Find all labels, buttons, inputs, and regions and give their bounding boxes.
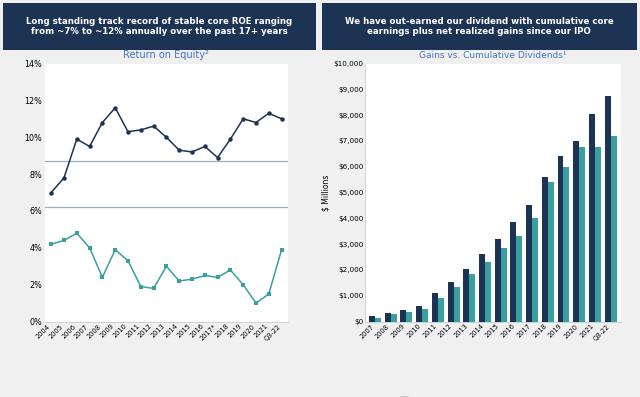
Bar	[510, 222, 516, 322]
Bar	[479, 254, 485, 322]
Bar	[416, 306, 422, 322]
Bar	[573, 141, 579, 322]
Bar	[548, 182, 554, 322]
Bar	[516, 237, 522, 322]
Bar	[463, 269, 469, 322]
Bar	[532, 218, 538, 322]
Bar	[589, 114, 595, 322]
Bar	[611, 136, 616, 322]
Title: Consistent Core
Return on Equity²: Consistent Core Return on Equity²	[124, 39, 209, 60]
Bar	[579, 147, 585, 322]
Bar	[595, 147, 601, 322]
Bar	[385, 312, 390, 322]
Bar	[369, 316, 375, 322]
Bar	[422, 309, 428, 322]
Text: Long standing track record of stable core ROE ranging
from ~7% to ~12% annually : Long standing track record of stable cor…	[26, 17, 292, 36]
Bar	[454, 287, 460, 322]
Bar	[390, 314, 397, 322]
Bar	[447, 281, 454, 322]
Bar	[401, 310, 406, 322]
Bar	[542, 177, 548, 322]
Bar	[526, 206, 532, 322]
Bar	[406, 312, 412, 322]
Bar	[375, 318, 381, 322]
Y-axis label: $ Millions: $ Millions	[322, 174, 331, 211]
Text: We have out-earned our dividend with cumulative core
earnings plus net realized : We have out-earned our dividend with cum…	[345, 17, 614, 36]
Bar	[469, 274, 476, 322]
Title: Cumulative Core Earnings Plus Net Realized
Gains vs. Cumulative Dividends¹: Cumulative Core Earnings Plus Net Realiz…	[393, 40, 593, 60]
Bar	[557, 156, 563, 322]
Bar	[432, 293, 438, 322]
Bar	[500, 248, 507, 322]
Bar	[438, 299, 444, 322]
Bar	[563, 167, 570, 322]
Bar	[605, 96, 611, 322]
Bar	[495, 239, 500, 322]
Bar	[485, 262, 491, 322]
